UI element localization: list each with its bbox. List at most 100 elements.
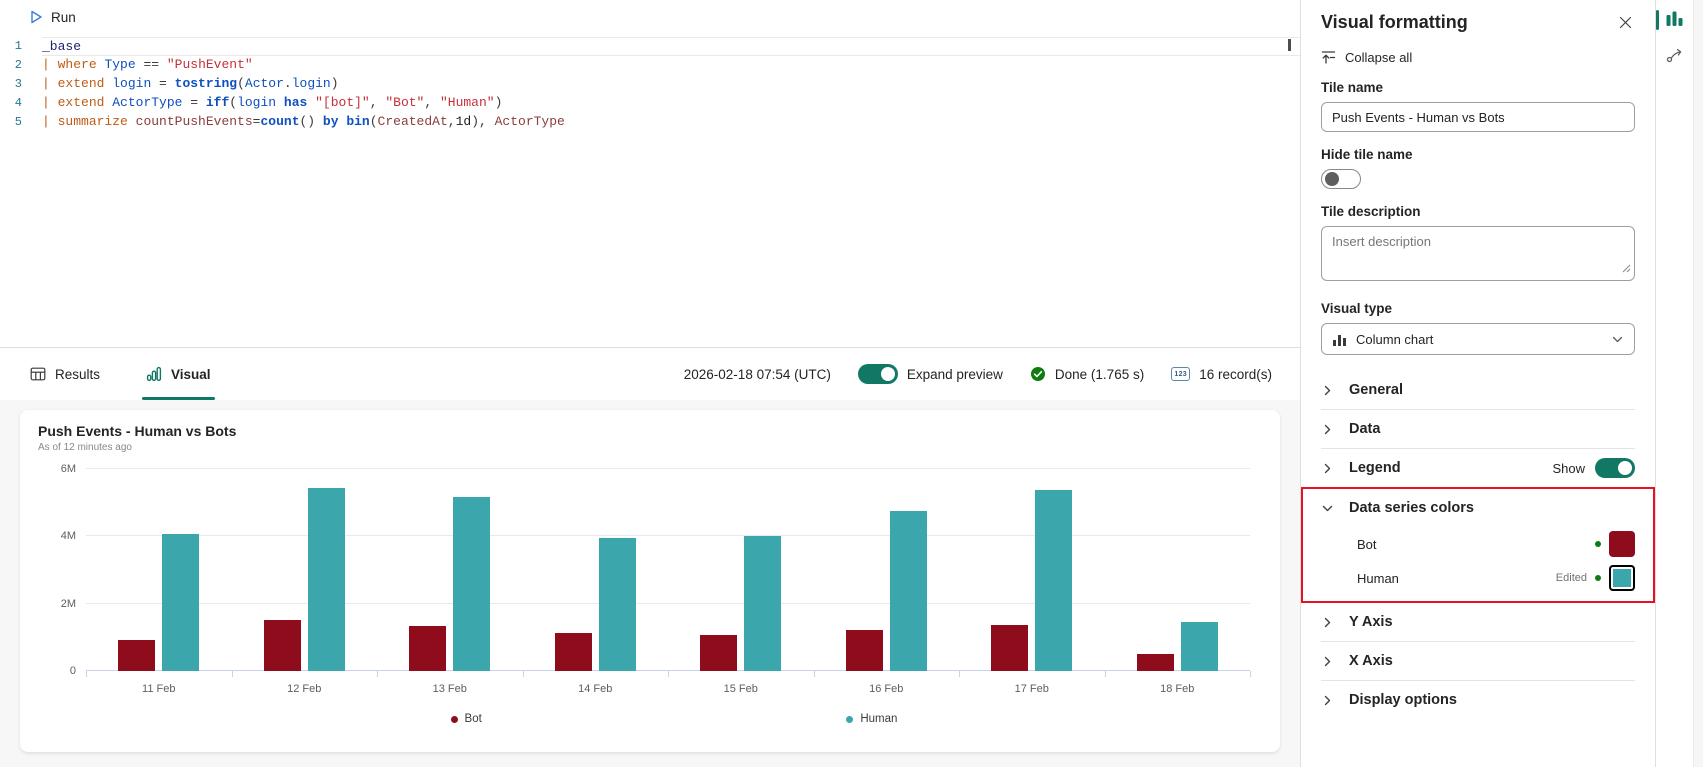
results-tabbar: Results Visual 2026-02-18 07:54 (UTC) Ex… (0, 347, 1300, 400)
bar-bot-14-feb (554, 633, 592, 671)
bar-human-12-feb (307, 488, 345, 671)
x-axis-tick (668, 671, 669, 677)
selected-tool-indicator (1656, 10, 1659, 30)
hide-tile-name-label: Hide tile name (1321, 147, 1413, 162)
code-text: | extend login = tostring(Actor.login) (42, 76, 339, 91)
bar-group-11-feb (86, 469, 232, 671)
y-axis-label: 2M (60, 597, 76, 610)
hide-tile-name-toggle[interactable] (1321, 169, 1361, 189)
run-button[interactable]: Run (30, 10, 76, 25)
bar-human-16-feb (889, 511, 927, 671)
chevron-right-icon (1324, 424, 1331, 434)
section-legend[interactable]: Legend Show (1321, 449, 1635, 487)
preview-canvas: Push Events - Human vs Bots As of 12 min… (0, 400, 1300, 767)
chevron-right-icon (1324, 695, 1331, 705)
column-chart-icon (146, 366, 162, 382)
resize-handle-icon[interactable] (1622, 260, 1631, 278)
tile-description-label: Tile description (1321, 204, 1421, 219)
code-line-3[interactable]: 3 | extend login = tostring(Actor.login) (0, 75, 1300, 94)
records-icon: 123 (1171, 367, 1191, 381)
edited-badge: Edited (1555, 572, 1587, 584)
line-number: 1 (14, 39, 22, 53)
chart: 0 2M 4M 6M 11 Feb 12 Feb 13 Feb 14 Feb 15 Feb 16… (38, 463, 1262, 725)
code-text: | where Type == "PushEvent" (42, 57, 253, 72)
query-editor[interactable]: 1 _base 2 | where Type == "PushEvent" 3 | ext… (0, 34, 1300, 347)
chart-subtitle: As of 12 minutes ago (38, 442, 132, 453)
tile-name-input[interactable] (1321, 102, 1635, 132)
collapse-all-button[interactable]: Collapse all (1321, 50, 1635, 65)
bar-bot-15-feb (700, 634, 738, 671)
column-chart-tool-icon[interactable] (1665, 10, 1684, 28)
section-x-axis[interactable]: X Axis (1321, 642, 1635, 680)
section-label: Data (1349, 421, 1381, 437)
tile-name-label: Tile name (1321, 80, 1384, 95)
plot-area: 0 2M 4M 6M (61, 463, 1250, 677)
bar-group-16-feb (814, 469, 960, 671)
query-timestamp: 2026-02-18 07:54 (UTC) (683, 366, 831, 382)
y-axis-label: 0 (69, 665, 76, 677)
chevron-right-icon (1324, 463, 1331, 473)
section-display-options[interactable]: Display options (1321, 681, 1635, 719)
panel-title: Visual formatting (1321, 12, 1468, 32)
play-icon (30, 10, 43, 24)
expand-preview-toggle[interactable] (857, 364, 898, 384)
column-chart-icon (1332, 332, 1347, 347)
chevron-right-icon (1324, 385, 1331, 395)
line-number: 5 (14, 115, 22, 129)
legend-dot (846, 715, 854, 723)
bar-bot-12-feb (263, 619, 301, 671)
y-axis-label: 6M (60, 463, 76, 475)
section-general[interactable]: General (1321, 371, 1635, 409)
section-label: Data series colors (1349, 500, 1474, 516)
color-swatch-bot[interactable] (1609, 531, 1635, 557)
bar-group-14-feb (523, 469, 669, 671)
legend-show-label: Show (1552, 460, 1585, 476)
series-label: Bot (1357, 536, 1377, 552)
tab-visual[interactable]: Visual (142, 348, 215, 400)
collapse-all-icon (1321, 50, 1336, 65)
x-axis-tick (813, 671, 815, 677)
overview-ruler-cursor-mark (1288, 39, 1291, 51)
code-line-5[interactable]: 5 | summarize countPushEvents=count() by … (0, 113, 1300, 132)
chevron-down-icon (1322, 505, 1333, 511)
code-lines: 1 _base 2 | where Type == "PushEvent" 3 | ext… (0, 37, 1300, 132)
section-data[interactable]: Data (1321, 410, 1635, 448)
line-number: 4 (14, 96, 22, 110)
modified-dot (1595, 575, 1601, 581)
x-axis-row: 11 Feb 12 Feb 13 Feb 14 Feb 15 Feb 16 Feb 17 F… (86, 671, 1251, 697)
status-bar: 2026-02-18 07:54 (UTC) Expand preview Do… (684, 364, 1272, 384)
code-line-1[interactable]: 1 _base (0, 37, 1300, 56)
x-axis-label: 14 Feb (578, 683, 613, 695)
chart-title: Push Events - Human vs Bots (38, 423, 237, 439)
x-axis-tick (377, 671, 378, 677)
section-label: Display options (1349, 692, 1457, 708)
line-number: 3 (14, 77, 22, 91)
code-line-4[interactable]: 4 | extend ActorType = iff(login has "[bo… (0, 94, 1300, 113)
bar-human-18-feb (1180, 621, 1218, 671)
visual-type-dropdown[interactable]: Column chart (1321, 323, 1635, 355)
code-text: _base (42, 37, 1300, 56)
code-line-2[interactable]: 2 | where Type == "PushEvent" (0, 56, 1300, 75)
visual-type-label: Visual type (1321, 301, 1393, 316)
x-axis-label: 12 Feb (287, 683, 322, 695)
x-axis-label: 11 Feb (142, 683, 176, 695)
tile-description-textarea[interactable] (1321, 226, 1635, 281)
bar-human-17-feb (1035, 490, 1073, 671)
table-icon (30, 366, 46, 382)
section-y-axis[interactable]: Y Axis (1321, 603, 1635, 641)
legend-item-bot[interactable]: Bot (450, 713, 482, 725)
x-axis-label: 15 Feb (723, 683, 758, 695)
bar-group-15-feb (668, 469, 814, 671)
tab-results[interactable]: Results (30, 348, 100, 400)
close-panel-button[interactable] (1616, 13, 1635, 32)
legend-show-toggle[interactable] (1595, 458, 1635, 478)
legend-item-human[interactable]: Human (846, 713, 897, 725)
records-label: 16 record(s) (1199, 366, 1272, 382)
x-axis-label: 13 Feb (432, 683, 467, 695)
bar-human-11-feb (162, 533, 200, 671)
section-data-series-colors[interactable]: Data series colors (1321, 489, 1635, 527)
done-check-icon (1030, 366, 1046, 382)
color-swatch-human[interactable] (1609, 565, 1635, 591)
x-axis-tick (1250, 671, 1251, 677)
link-arrow-icon[interactable] (1665, 46, 1684, 65)
